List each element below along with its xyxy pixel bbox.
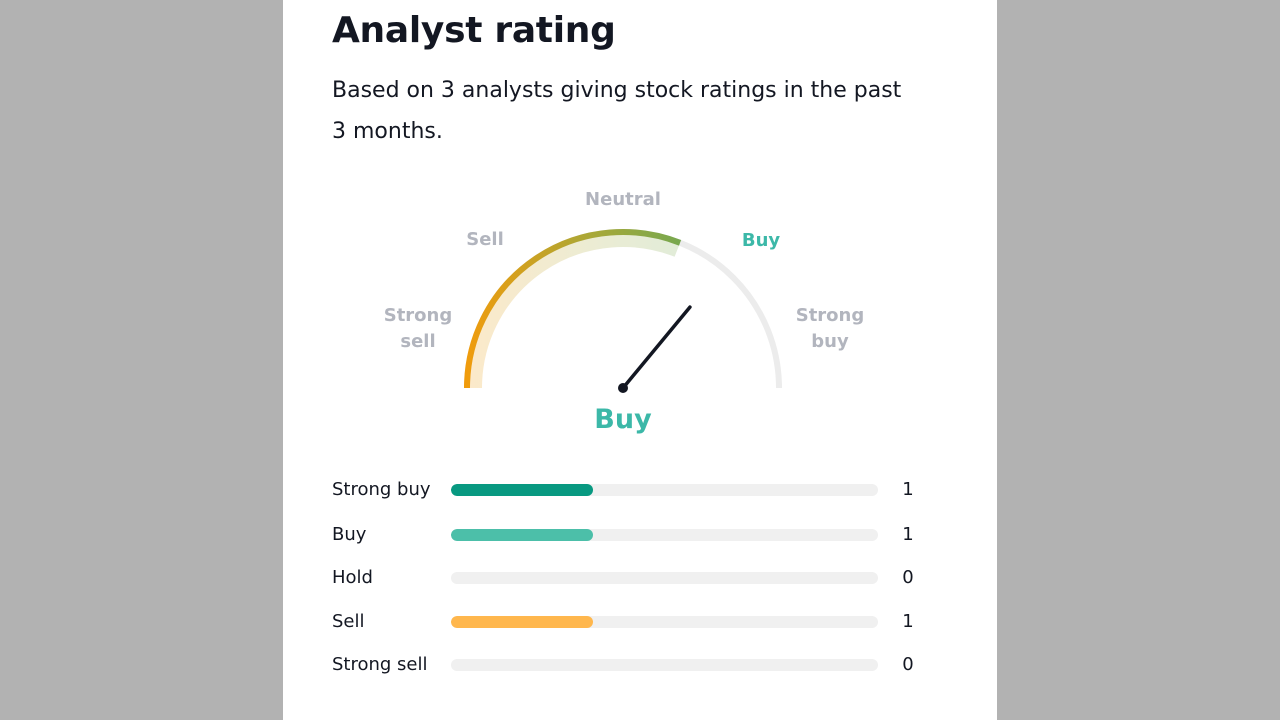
rating-row-count: 0	[902, 567, 914, 588]
rating-row-count: 1	[902, 524, 914, 545]
rating-row-strong-sell: Strong sell 0	[332, 650, 932, 680]
rating-bar-track	[451, 659, 878, 671]
analyst-rating-panel: Analyst rating Based on 3 analysts givin…	[283, 0, 997, 720]
rating-bar-fill	[451, 616, 594, 628]
rating-row-label: Sell	[332, 611, 365, 632]
rating-row-count: 1	[902, 479, 914, 500]
rating-row-buy: Buy 1	[332, 520, 932, 550]
rating-verdict: Buy	[594, 404, 652, 435]
gauge-progress	[464, 229, 682, 389]
widget-subtitle: Based on 3 analysts giving stock ratings…	[332, 78, 902, 144]
rating-row-sell: Sell 1	[332, 607, 932, 637]
rating-row-label: Strong buy	[332, 479, 431, 500]
rating-bar-track	[451, 616, 878, 628]
gauge-label-sell: Sell	[466, 229, 504, 250]
gauge-needle-pivot	[618, 383, 628, 393]
gauge-progress-glow	[468, 233, 680, 389]
gauge-label-buy: Buy	[741, 230, 781, 251]
rating-row-hold: Hold 0	[332, 563, 932, 593]
rating-row-strong-buy: Strong buy 1	[332, 475, 932, 505]
gauge-label-strong-buy: Strong buy	[795, 305, 865, 352]
gauge-needle	[621, 305, 692, 390]
rating-bar-track	[451, 484, 878, 496]
gauge-track	[464, 229, 782, 389]
rating-row-label: Hold	[332, 567, 373, 588]
rating-bar-fill	[451, 529, 594, 541]
rating-bar-track	[451, 529, 878, 541]
rating-bar-track	[451, 572, 878, 584]
rating-gauge	[464, 229, 782, 393]
rating-row-label: Buy	[332, 524, 367, 545]
rating-row-count: 0	[902, 654, 914, 675]
rating-bar-fill	[451, 484, 594, 496]
gauge-label-strong-sell: Strong sell	[383, 305, 453, 352]
rating-row-count: 1	[902, 611, 914, 632]
gauge-label-neutral: Neutral	[585, 189, 661, 210]
rating-row-label: Strong sell	[332, 654, 428, 675]
widget-title: Analyst rating	[332, 10, 616, 51]
